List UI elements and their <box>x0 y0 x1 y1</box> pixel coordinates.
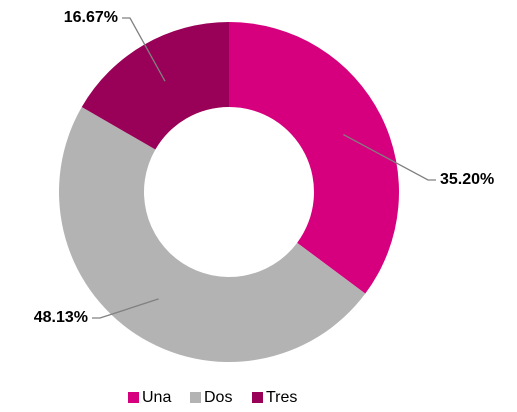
legend-label: Dos <box>204 389 232 406</box>
leader-line <box>122 17 166 82</box>
donut-segment <box>229 22 399 294</box>
donut-segment <box>81 22 230 150</box>
legend-swatch <box>128 392 139 403</box>
legend-swatch <box>252 392 263 403</box>
legend-label: Una <box>142 389 171 406</box>
data-label: 35.20% <box>440 171 494 188</box>
leader-line <box>92 298 159 319</box>
donut-segment <box>58 107 366 363</box>
leader-line <box>343 134 436 181</box>
data-label: 48.13% <box>34 309 88 326</box>
legend-swatch <box>190 392 201 403</box>
data-label: 16.67% <box>64 9 118 26</box>
legend-label: Tres <box>266 389 297 406</box>
